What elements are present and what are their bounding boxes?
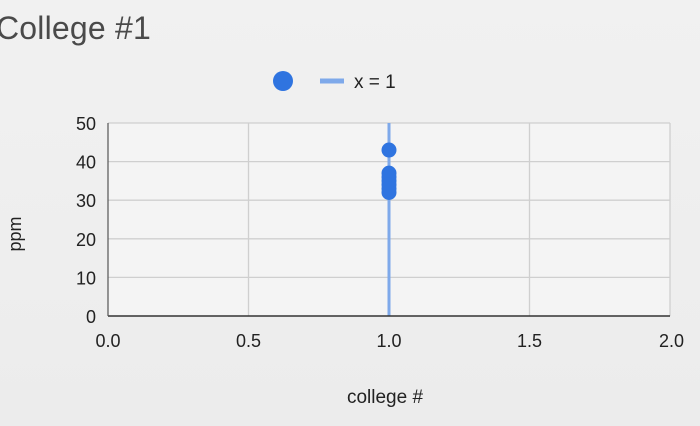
y-tick-label: 30: [76, 191, 96, 211]
x-tick-label: 0.0: [95, 331, 120, 351]
page-title: College #1: [0, 10, 151, 46]
y-tick-label: 50: [76, 114, 96, 134]
data-point: [381, 142, 397, 158]
data-point: [381, 184, 397, 200]
x-tick-label: 1.0: [376, 331, 401, 351]
legend-point-marker: [273, 71, 293, 91]
y-tick-label: 0: [86, 307, 96, 327]
legend-label: x = 1: [354, 72, 396, 93]
y-tick-label: 40: [76, 153, 96, 173]
x-axis-label: college #: [347, 387, 423, 408]
x-tick-label: 1.5: [517, 331, 542, 351]
x-tick-label: 0.5: [236, 331, 261, 351]
y-axis-label: ppm: [5, 216, 25, 251]
y-tick-label: 20: [76, 230, 96, 250]
y-tick-label: 10: [76, 268, 96, 288]
x-tick-label: 2.0: [659, 331, 684, 351]
